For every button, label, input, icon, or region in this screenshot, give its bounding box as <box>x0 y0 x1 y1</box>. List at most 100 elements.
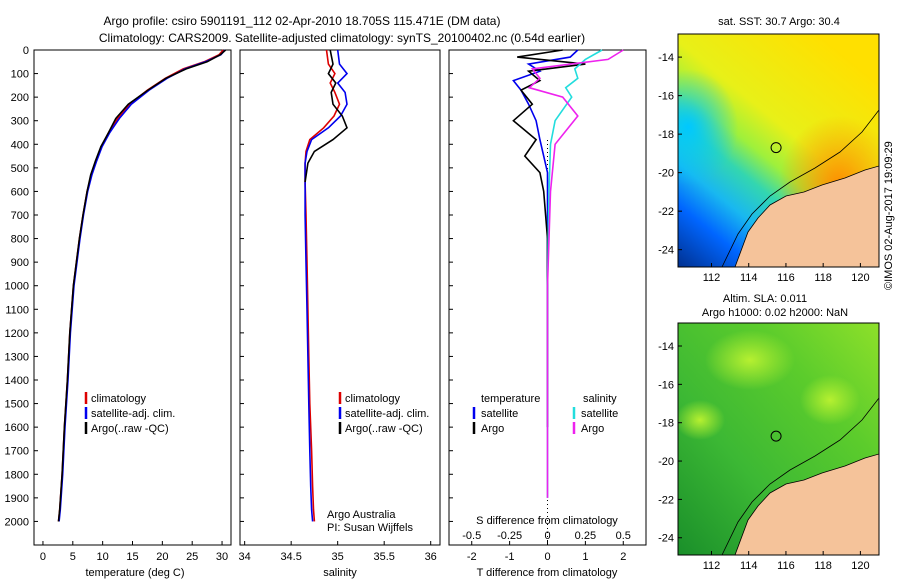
sla-map: Altim. SLA: 0.011 Argo h1000: 0.02 h2000… <box>658 293 880 572</box>
depth-tick-label: 1700 <box>5 446 29 458</box>
sla-land <box>734 453 879 555</box>
lon-tick-label: 120 <box>851 560 869 572</box>
depth-tick-label: 2000 <box>5 516 29 528</box>
lat-tick-label: -20 <box>658 168 674 180</box>
s-diff-tick-label: -0.25 <box>497 530 522 542</box>
depth-tick-label: 1900 <box>5 493 29 505</box>
legend-climatology: climatology <box>91 393 147 405</box>
lon-tick-label: 114 <box>740 272 758 284</box>
sla-map-subtitle: Argo h1000: 0.02 h2000: NaN <box>702 307 848 319</box>
lon-tick-label: 116 <box>777 272 795 284</box>
s-diff-axis-label: S difference from climatology <box>476 515 618 527</box>
lat-tick-label: -18 <box>658 129 674 141</box>
sst-argo-marker <box>770 142 782 154</box>
annotation-pi: PI: Susan Wijffels <box>327 522 413 534</box>
depth-tick-label: 1200 <box>5 328 29 340</box>
figure-title-line1: Argo profile: csiro 5901191_112 02-Apr-2… <box>104 14 501 28</box>
salinity-axis-label: salinity <box>323 567 357 579</box>
x-tick-label: 25 <box>186 551 198 563</box>
sla-map-axes: 112 114 116 118 120 -14 -16 -18 -20 -22 -24 <box>658 341 869 572</box>
depth-axis: 0 100 200 300 400 500 600 700 800 900 1000 1100 1200… <box>5 45 38 528</box>
legend-argo-s: Argo(..raw -QC) <box>345 423 423 435</box>
temperature-legend: climatology satellite-adj. clim. Argo(..… <box>84 392 175 435</box>
salinity-diff-legend: salinity satellite Argo <box>572 393 618 435</box>
legend-satellite-adj: satellite-adj. clim. <box>91 408 175 420</box>
x-tick-label: 0 <box>40 551 46 563</box>
lat-tick-label: -20 <box>658 456 674 468</box>
sst-shelf-contour <box>721 109 879 267</box>
lat-tick-label: -18 <box>658 418 674 430</box>
x-tick-label: 35 <box>332 551 344 563</box>
depth-tick-label: 600 <box>11 186 29 198</box>
s-diff-tick-label: 0.5 <box>616 530 631 542</box>
s-diff-tick-label: 0.25 <box>575 530 596 542</box>
legend-s-argo: Argo <box>581 423 604 435</box>
legend-salinity-title: salinity <box>583 393 617 405</box>
depth-tick-label: 1400 <box>5 375 29 387</box>
legend-argo: Argo(..raw -QC) <box>91 423 169 435</box>
s-diff-tick-label: 0 <box>544 530 550 542</box>
diff-line <box>512 49 579 428</box>
t-diff-tick-label: 1 <box>582 551 588 563</box>
depth-tick-label: 1000 <box>5 281 29 293</box>
lat-tick-label: -16 <box>658 379 674 391</box>
legend-climatology-s: climatology <box>345 393 401 405</box>
sst-map: sat. SST: 30.7 Argo: 30.4 112 114 116 118 12… <box>658 16 880 284</box>
legend-t-argo: Argo <box>481 423 504 435</box>
profile-line <box>304 49 348 183</box>
diff-y-ticks <box>449 49 453 522</box>
profile-line <box>57 49 227 522</box>
depth-tick-label: 500 <box>11 163 29 175</box>
depth-tick-label: 1800 <box>5 469 29 481</box>
x-tick-label: 34.5 <box>280 551 301 563</box>
t-diff-x-axis: -2 -1 0 1 2 <box>467 541 626 563</box>
profile-line <box>57 49 224 522</box>
sla-argo-marker <box>770 430 782 442</box>
x-tick-label: 35.5 <box>373 551 394 563</box>
lat-tick-label: -22 <box>658 206 674 218</box>
sst-map-axes: 112 114 116 118 120 -14 -16 -18 -20 -22 -24 <box>658 52 869 284</box>
sst-map-title: sat. SST: 30.7 Argo: 30.4 <box>718 16 840 28</box>
t-diff-tick-label: 0 <box>544 551 550 563</box>
depth-tick-label: 900 <box>11 257 29 269</box>
depth-tick-label: 1300 <box>5 351 29 363</box>
temperature-x-axis: 0 5 10 15 20 25 30 <box>40 541 228 563</box>
depth-tick-label: 200 <box>11 92 29 104</box>
x-tick-label: 10 <box>97 551 109 563</box>
lat-tick-label: -24 <box>658 245 674 257</box>
x-tick-label: 5 <box>70 551 76 563</box>
x-tick-label: 30 <box>216 551 228 563</box>
salinity-x-axis: 34 34.5 35 35.5 36 <box>239 541 437 563</box>
lat-tick-label: -14 <box>658 341 674 353</box>
diff-line <box>527 49 624 498</box>
depth-tick-label: 100 <box>11 69 29 81</box>
depth-tick-label: 800 <box>11 234 29 246</box>
lon-tick-label: 112 <box>703 560 721 572</box>
legend-t-satellite: satellite <box>481 408 518 420</box>
annotation-argo-australia: Argo Australia <box>327 509 396 521</box>
sla-map-title: Altim. SLA: 0.011 <box>723 293 807 305</box>
x-tick-label: 34 <box>239 551 251 563</box>
salinity-panel: 34 34.5 35 35.5 36 salinity climatology sate… <box>239 49 441 579</box>
diff-line <box>512 49 586 428</box>
lon-tick-label: 118 <box>814 560 832 572</box>
lat-tick-label: -22 <box>658 494 674 506</box>
x-tick-label: 20 <box>156 551 168 563</box>
legend-satellite-adj-s: satellite-adj. clim. <box>345 408 429 420</box>
t-diff-tick-label: -2 <box>467 551 477 563</box>
legend-s-satellite: satellite <box>581 408 618 420</box>
lon-tick-label: 114 <box>740 560 758 572</box>
depth-tick-label: 1500 <box>5 399 29 411</box>
timestamp: ©IMOS 02-Aug-2017 19:09:29 <box>883 141 895 290</box>
salinity-profiles <box>304 49 349 522</box>
lon-tick-label: 120 <box>851 272 869 284</box>
temperature-diff-legend: temperature satellite Argo <box>472 393 540 435</box>
salinity-legend: climatology satellite-adj. clim. Argo(..… <box>338 392 429 435</box>
difference-profiles <box>512 49 624 498</box>
temperature-panel: 0100200300400500600700800900100011001200… <box>5 45 232 579</box>
lat-tick-label: -16 <box>658 91 674 103</box>
lon-tick-label: 116 <box>777 560 795 572</box>
legend-temperature-title: temperature <box>481 393 540 405</box>
t-diff-axis-label: T difference from climatology <box>477 567 618 579</box>
